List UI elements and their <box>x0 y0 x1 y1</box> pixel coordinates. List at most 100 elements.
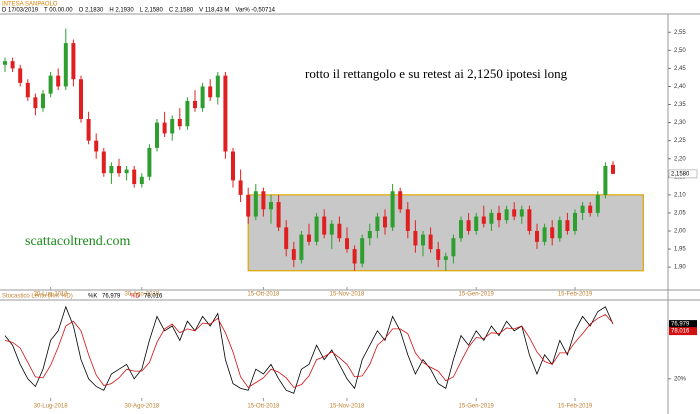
x-tick-label: 15-Nov-2018 <box>330 404 365 410</box>
x-tick-label: 15-Feb-2019 <box>558 292 593 298</box>
chart-title: INTESA SANPAOLO <box>2 2 58 8</box>
candle-body <box>3 61 7 65</box>
candle-body <box>41 93 45 109</box>
candle-body <box>314 216 319 242</box>
candle-body <box>10 61 15 69</box>
last-price-label: 2,1580 <box>671 171 690 177</box>
candle-body <box>519 209 524 217</box>
candle-body <box>542 227 547 242</box>
info-item: V 118,43 M <box>199 8 229 14</box>
candle-body <box>238 180 243 195</box>
candle-body <box>276 202 281 228</box>
last-value-box <box>669 320 697 329</box>
info-bar: D 17/03/2019 T 00.00.00 O 2,1830 H 2,1930 L … <box>2 8 276 14</box>
x-tick-label: 30-Lug-2018 <box>34 292 69 298</box>
series-line <box>4 313 614 388</box>
candle-body <box>291 249 296 260</box>
candle-body <box>535 230 539 242</box>
candle-body <box>375 216 380 231</box>
annotation: rotto il rettangolo e su retest ai 2,125… <box>305 66 568 81</box>
candle-body <box>109 165 114 174</box>
x-tick-label: 15-Feb-2019 <box>558 404 593 410</box>
info-item: L 2,1580 <box>140 8 164 14</box>
y-tick-label: 2,00 <box>674 229 686 235</box>
candle-body <box>573 212 577 231</box>
candle-body <box>360 238 365 264</box>
candle-body <box>193 100 197 109</box>
candle-body <box>71 43 76 80</box>
y-tick-label: 2,05 <box>674 211 686 217</box>
candle-body <box>436 249 441 260</box>
candle-body <box>25 82 30 98</box>
candle-body <box>383 216 387 228</box>
x-tick-label: 15-Gen-2019 <box>459 404 495 410</box>
last-value-label: 78,016 <box>671 329 690 335</box>
y-tick-label: 2,40 <box>674 84 686 90</box>
candle-body <box>557 220 562 239</box>
candle-body <box>299 234 304 260</box>
candle-body <box>94 140 99 152</box>
candle-body <box>398 191 403 210</box>
candle-body <box>595 194 600 213</box>
candle-body <box>155 122 159 148</box>
candle-body <box>261 191 266 210</box>
legend-name: %K <box>88 294 97 300</box>
y-tick-label: 2,35 <box>674 102 686 108</box>
candle-body <box>208 86 213 98</box>
info-item: H 2,1930 <box>109 8 134 14</box>
y-tick-label: 1,90 <box>674 265 686 271</box>
info-item: D 17/03/2019 <box>2 8 39 14</box>
candle-body <box>390 191 395 228</box>
candle-body <box>79 79 83 119</box>
y-tick-label: 2,45 <box>674 66 686 72</box>
x-tick-label: 15-Ott-2018 <box>247 292 280 298</box>
y-tick-label: 2,55 <box>674 30 686 36</box>
candle-body <box>322 216 327 235</box>
panel-title: Stocastico Lento (%K %D) <box>2 294 73 300</box>
candle-body <box>200 86 205 109</box>
info-item: T 00.00.00 <box>44 8 73 14</box>
candle-body <box>405 209 410 231</box>
candle-body <box>459 220 463 239</box>
x-tick-label: 15-Ott-2018 <box>247 404 280 410</box>
candle-body <box>124 169 129 174</box>
candle-body <box>337 223 342 239</box>
watermark: scattacoltrend.com <box>25 234 130 249</box>
x-tick-label: 15-Nov-2018 <box>330 292 365 298</box>
x-tick-label: 30-Ago-2018 <box>124 404 159 410</box>
candle-body <box>550 227 555 239</box>
candle-body <box>603 165 608 195</box>
candle-body <box>451 238 456 257</box>
y-tick-label: 2,50 <box>674 48 686 54</box>
candle-body <box>147 147 152 177</box>
candle-body <box>352 249 357 264</box>
candle-body <box>101 151 106 174</box>
candle-body <box>253 191 258 217</box>
candle-body <box>215 75 220 98</box>
legend-name: %D <box>130 294 140 300</box>
x-tick-label: 15-Gen-2019 <box>459 292 495 298</box>
candle-body <box>246 194 251 217</box>
y-tick-label: 2,25 <box>674 138 686 144</box>
candle-body <box>177 118 182 127</box>
candle-body <box>63 43 68 87</box>
candle-body <box>56 75 61 87</box>
candle-body <box>497 212 501 221</box>
candle-body <box>162 122 167 134</box>
last-price-box <box>668 169 698 179</box>
candle-body <box>48 75 53 94</box>
y-tick-label: 1,95 <box>674 247 686 253</box>
candle-body <box>527 209 532 231</box>
candle-body <box>565 220 570 231</box>
candle-body <box>443 256 448 260</box>
legend-value: 78,016 <box>144 294 163 300</box>
info-item: C 2,1580 <box>169 8 194 14</box>
candle-body <box>284 227 289 250</box>
y-tick-label: 20% <box>674 376 687 382</box>
candle-body <box>466 220 471 231</box>
candle-body <box>428 234 433 250</box>
candle-body <box>481 216 486 224</box>
candle-body <box>117 165 121 174</box>
info-item: Var% -0,50714 <box>235 8 275 14</box>
